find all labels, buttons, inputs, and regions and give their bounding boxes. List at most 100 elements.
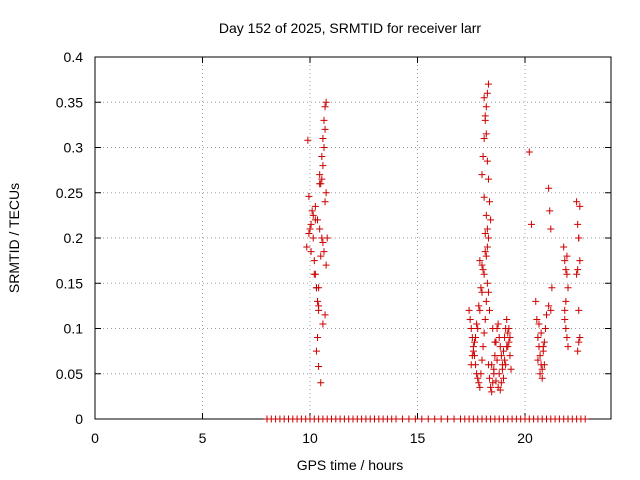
data-point	[474, 325, 482, 332]
data-point	[500, 347, 507, 355]
data-point	[310, 257, 318, 265]
data-point	[321, 198, 329, 206]
data-point	[547, 225, 555, 233]
data-point	[534, 334, 542, 342]
data-point	[481, 229, 489, 237]
data-point	[562, 266, 570, 274]
data-point	[474, 374, 482, 382]
data-point	[405, 415, 413, 423]
data-point	[574, 347, 582, 355]
data-point	[483, 89, 491, 97]
data-point	[546, 207, 554, 215]
plot-area-frame	[94, 56, 612, 420]
data-point	[444, 415, 452, 423]
data-point	[503, 343, 511, 351]
data-point	[431, 415, 439, 423]
data-point	[525, 148, 533, 156]
y-tick-label: 0.4	[64, 49, 84, 65]
data-point	[310, 270, 318, 278]
data-point	[478, 171, 486, 179]
data-point	[306, 225, 314, 233]
data-point	[317, 252, 325, 260]
data-point	[480, 94, 488, 102]
data-point	[489, 379, 497, 387]
x-tick-label: 20	[517, 430, 533, 446]
data-point	[563, 252, 571, 260]
data-point	[479, 266, 487, 274]
data-point	[307, 220, 315, 228]
data-point	[315, 302, 323, 310]
data-point	[472, 334, 480, 342]
data-point	[482, 211, 490, 219]
data-point	[322, 98, 330, 106]
data-point	[308, 207, 316, 215]
data-points	[263, 80, 589, 423]
data-point	[482, 103, 490, 111]
data-point	[538, 365, 546, 373]
data-point	[490, 370, 498, 378]
data-point	[493, 356, 501, 364]
data-point	[475, 302, 483, 310]
data-point	[465, 306, 473, 314]
x-tick-label: 15	[410, 430, 426, 446]
data-point	[322, 261, 330, 269]
data-point	[494, 320, 502, 328]
data-point	[574, 220, 582, 228]
data-point	[539, 343, 547, 351]
data-point	[321, 125, 329, 133]
x-tick-label: 10	[302, 430, 318, 446]
data-point	[467, 361, 475, 369]
data-point	[478, 356, 486, 364]
data-point	[304, 136, 312, 144]
data-point	[492, 377, 500, 385]
x-axis-tick-labels: 0 5 10 15 20	[91, 430, 533, 446]
data-point	[563, 334, 571, 342]
data-point	[497, 379, 505, 387]
data-point	[483, 157, 491, 165]
data-point	[424, 415, 432, 423]
data-point	[319, 320, 327, 328]
data-point	[475, 379, 483, 387]
data-point	[564, 284, 572, 292]
data-point	[536, 370, 544, 378]
y-tick-label: 0	[75, 411, 83, 427]
data-point	[562, 297, 570, 305]
data-point	[575, 306, 583, 314]
y-tick-label: 0.25	[56, 185, 83, 201]
data-point	[316, 171, 324, 179]
data-point	[481, 248, 489, 256]
data-point	[483, 279, 491, 287]
data-point	[563, 270, 571, 278]
data-point	[478, 261, 486, 269]
data-point	[548, 284, 556, 292]
data-point	[502, 361, 510, 369]
data-point	[477, 284, 485, 292]
axis-ticks	[94, 56, 611, 420]
data-point	[482, 252, 490, 260]
data-point	[562, 325, 570, 332]
data-point	[506, 334, 514, 342]
y-tick-label: 0.15	[56, 275, 83, 291]
data-point	[532, 297, 540, 305]
data-point	[319, 239, 327, 247]
data-point	[484, 80, 492, 88]
y-tick-label: 0.3	[64, 140, 84, 156]
data-point	[506, 352, 514, 360]
data-point	[320, 116, 328, 124]
data-point	[501, 356, 509, 364]
data-point	[545, 184, 553, 192]
data-point	[487, 383, 495, 391]
data-point	[476, 383, 484, 391]
data-point	[547, 306, 555, 314]
data-point	[437, 415, 445, 423]
x-tick-label: 5	[199, 430, 207, 446]
data-point	[573, 198, 581, 206]
data-point	[543, 311, 550, 319]
data-point	[503, 315, 511, 323]
data-point	[480, 329, 488, 337]
data-point	[491, 338, 499, 346]
y-tick-label: 0.1	[64, 321, 84, 337]
data-point	[575, 234, 583, 242]
data-point	[318, 153, 326, 161]
